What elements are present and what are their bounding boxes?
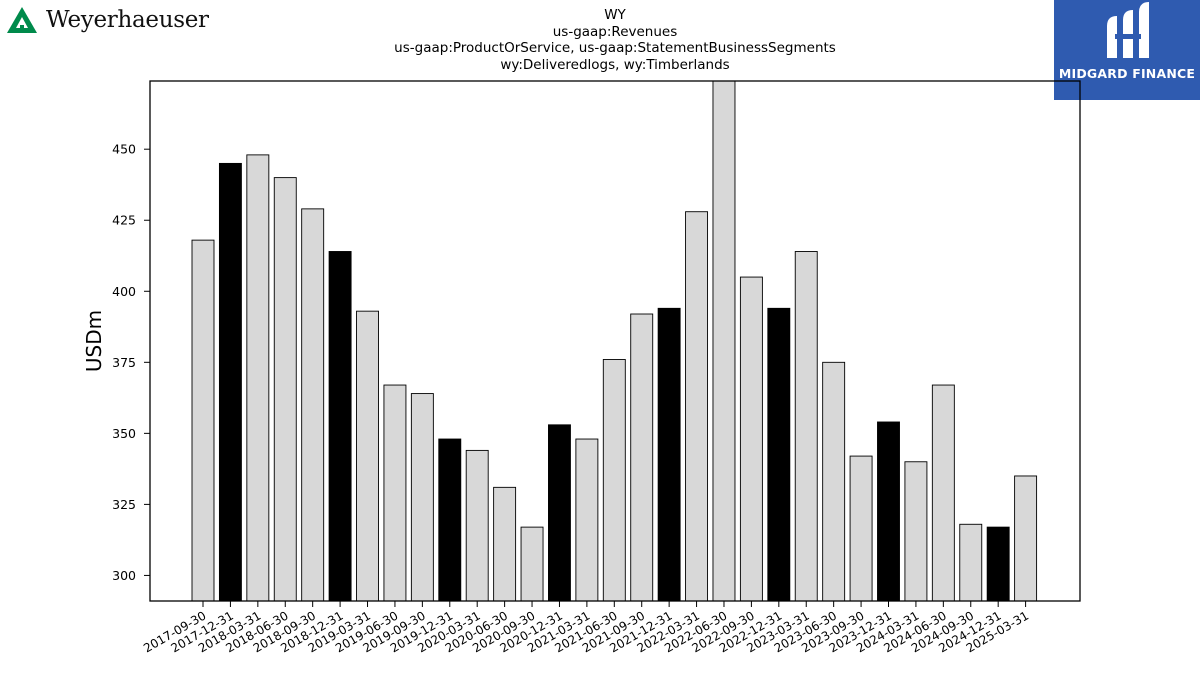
bar-2019-03-31 [356,310,379,602]
bar-2025-03-31 [1014,475,1038,602]
chart-title-line-2: us-gaap:Revenues [552,23,678,40]
bar-2017-09-30 [191,239,215,602]
bar-2018-06-30 [273,177,297,602]
midgard-mark-icon [1107,2,1149,58]
bar-2021-03-31 [575,438,599,602]
plot-frame [149,80,1081,602]
weyerhaeuser-logo: Weyerhaeuser [6,6,209,34]
bar-2022-06-30 [712,80,736,602]
bar-2019-06-30 [383,384,407,602]
y-tick-label: 300 [112,568,136,583]
chart-title-line-4: wy:Deliveredlogs, wy:Timberlands [500,56,730,73]
bar-2020-09-30 [520,526,544,602]
y-tick-label: 450 [112,142,136,157]
midgard-finance-logo: MIDGARD FINANCE [1054,0,1200,100]
bar-2024-03-31 [904,461,928,602]
bar-2018-12-31 [328,251,352,602]
y-axis-label: USDm [82,310,106,372]
bar-2019-12-31 [438,438,462,602]
y-tick-label: 325 [112,497,136,512]
weyerhaeuser-tree-icon [7,7,37,33]
bar-2023-09-30 [849,455,873,602]
y-tick-label: 425 [112,213,136,228]
bar-2018-09-30 [301,208,325,602]
bar-2021-06-30 [602,359,626,602]
bar-2017-12-31 [218,162,242,602]
bar-2021-09-30 [630,313,654,602]
bar-2023-06-30 [822,361,846,602]
chart-title-line-1: WY [604,7,626,23]
bar-2020-06-30 [493,486,517,602]
bar-2022-03-31 [685,211,709,602]
bar-2022-12-31 [767,307,791,602]
bar-2021-12-31 [657,307,681,602]
bar-2023-12-31 [877,421,900,602]
y-tick-label: 400 [112,284,136,299]
weyerhaeuser-logo-text: Weyerhaeuser [46,7,209,33]
chart-title: WY us-gaap:Revenues us-gaap:ProductOrSer… [0,7,1200,73]
bar-2023-03-31 [794,251,818,602]
y-tick-label: 350 [112,426,136,441]
chart-title-line-3: us-gaap:ProductOrService, us-gaap:Statem… [394,40,836,56]
bar-2020-03-31 [465,449,489,602]
bar-2020-12-31 [548,424,571,602]
bar-2022-09-30 [739,276,763,602]
bar-2019-09-30 [410,393,434,602]
bar-2024-12-31 [986,526,1010,602]
bar-2024-06-30 [931,384,955,602]
y-tick-label: 375 [112,355,136,370]
midgard-finance-logo-text: MIDGARD FINANCE [1058,66,1196,81]
bar-2018-03-31 [246,154,270,602]
bar-2024-09-30 [959,523,983,602]
